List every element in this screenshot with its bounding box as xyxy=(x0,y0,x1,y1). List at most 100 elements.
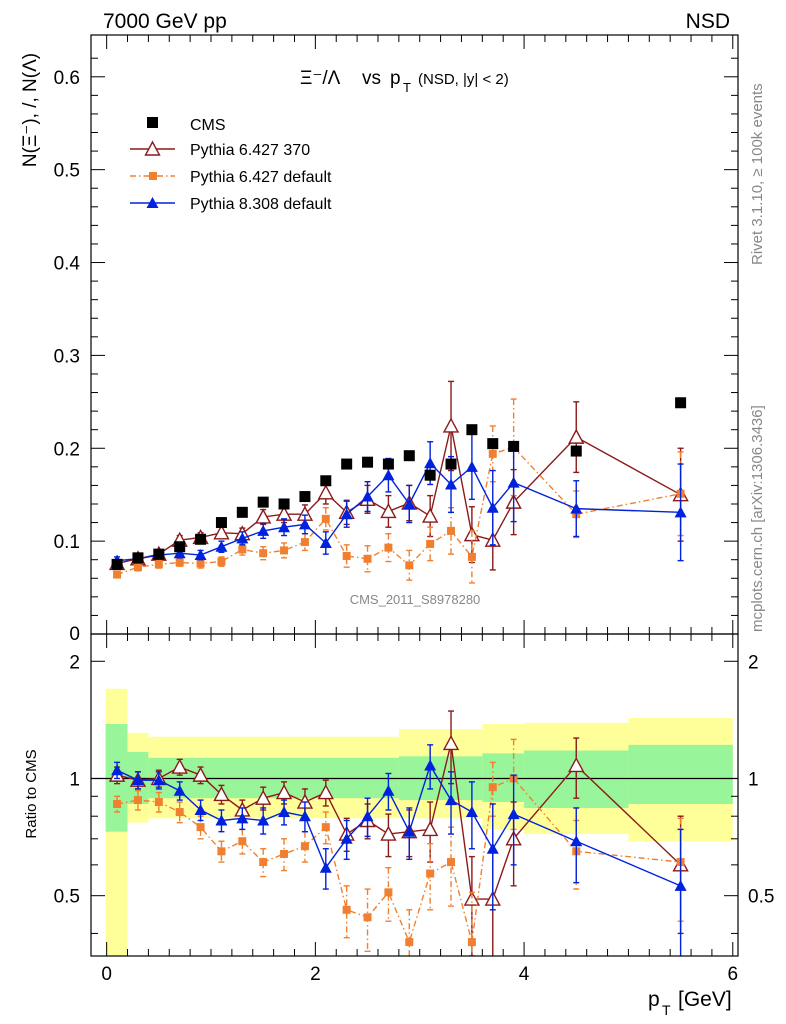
ratio-xtick-label: 2 xyxy=(310,964,321,985)
legend-label-cms: CMS xyxy=(190,117,226,134)
ratio-panel: 0.5 0.5 1 1 2 2 0 2 4 6 xyxy=(54,633,774,985)
ratio-point-py8 xyxy=(298,810,311,822)
legend-label-py370: Pythia 6.427 370 xyxy=(190,142,310,159)
main-ytick-label: 0.5 xyxy=(54,161,80,182)
main-point-py370 xyxy=(213,524,230,540)
ratio-point-py370 xyxy=(255,789,272,805)
main-point-pydef xyxy=(447,526,456,535)
ratio-point-py8 xyxy=(403,825,416,837)
svg-text:T: T xyxy=(662,1002,671,1018)
legend-label-py8: Pythia 8.308 default xyxy=(190,196,332,213)
main-line-py370 xyxy=(116,425,681,565)
main-point-py8 xyxy=(319,536,332,548)
ratio-band-inner xyxy=(482,753,525,803)
main-point-pydef xyxy=(363,554,372,563)
ratio-point-py8 xyxy=(131,774,144,786)
main-point-py8 xyxy=(257,524,270,536)
legend-marker-py8 xyxy=(146,197,159,208)
svg-text:p: p xyxy=(648,988,660,1011)
main-point-pydef xyxy=(280,546,289,555)
main-point-py370 xyxy=(442,417,460,433)
main-point-py8 xyxy=(465,460,478,472)
ratio-point-pydef xyxy=(133,796,142,805)
main-point-pydef xyxy=(113,570,122,579)
ratio-point-pydef xyxy=(300,842,309,851)
ratio-point-pydef xyxy=(280,849,289,858)
ratio-frame xyxy=(90,633,739,957)
ratio-point-pydef xyxy=(154,798,163,807)
ratio-point-py8 xyxy=(424,759,437,771)
main-point-pydef xyxy=(426,539,435,548)
ratio-point-pydef xyxy=(426,869,435,878)
ratio-xtick-label: 0 xyxy=(101,964,112,985)
ratio-point-py8 xyxy=(340,832,353,844)
main-ytick-label-zero: 0 xyxy=(69,624,80,645)
rivet-label: Rivet 3.1.10, ≥ 100k events xyxy=(749,83,766,265)
chart-title: Ξ⁻/Λ vs p T (NSD, |y| < 2) xyxy=(300,68,509,95)
main-point-py8 xyxy=(403,497,416,509)
main-ytick-label: 0.4 xyxy=(54,254,81,275)
title-p: p xyxy=(390,68,401,89)
ratio-point-pydef xyxy=(238,837,247,846)
main-ylabel: N(Ξ⁻), /, N(Λ) xyxy=(20,53,41,167)
ratio-point-py8 xyxy=(194,803,207,815)
ratio-point-py8 xyxy=(215,814,228,826)
main-point-cms xyxy=(215,517,227,529)
ratio-point-py370 xyxy=(171,758,188,774)
main-point-py370 xyxy=(380,502,397,519)
main-point-cms xyxy=(299,491,311,503)
legend-marker-cms xyxy=(147,117,158,128)
ratio-ytick-label-right: 2 xyxy=(748,652,759,673)
title-vs: vs xyxy=(362,68,381,89)
main-point-cms xyxy=(487,438,499,450)
main-point-cms xyxy=(236,506,248,518)
ratio-point-py8 xyxy=(257,814,270,826)
ratio-line-py8 xyxy=(116,763,681,887)
ratio-point-py370 xyxy=(421,820,439,837)
svg-text:[GeV]: [GeV] xyxy=(678,988,732,1011)
main-point-py8 xyxy=(445,478,458,490)
ratio-point-py8 xyxy=(173,784,186,796)
main-point-cms xyxy=(278,498,290,510)
main-point-py8 xyxy=(173,547,186,559)
main-point-pydef xyxy=(467,552,476,561)
ratio-point-pydef xyxy=(467,938,476,947)
ratio-line-py370 xyxy=(116,743,682,900)
ratio-point-pydef xyxy=(175,808,184,817)
ratio-point-pydef xyxy=(363,913,372,922)
main-point-cms xyxy=(508,440,520,452)
main-point-pydef xyxy=(300,538,309,547)
ratio-point-pydef xyxy=(196,823,205,832)
ratio-point-py370 xyxy=(192,766,209,782)
main-line-pydef xyxy=(116,446,681,576)
main-point-cms xyxy=(403,450,415,462)
main-point-cms xyxy=(675,397,687,409)
main-point-cms xyxy=(174,541,186,553)
ratio-point-py8 xyxy=(486,842,499,854)
ratio-ytick-label-right: 0.5 xyxy=(748,887,774,908)
main-point-cms xyxy=(570,445,582,457)
main-point-pydef xyxy=(196,559,205,568)
ratio-point-py370 xyxy=(463,890,481,906)
ratio-point-pydef xyxy=(342,905,351,914)
main-point-py8 xyxy=(382,469,395,481)
ratio-point-py8 xyxy=(382,784,395,796)
header-left: 7000 GeV pp xyxy=(103,10,227,33)
ratio-ytick-label: 1 xyxy=(69,769,80,790)
ratio-line-pydef xyxy=(116,777,681,945)
main-point-py8 xyxy=(340,508,353,520)
main-point-pydef xyxy=(133,563,142,572)
main-point-py370 xyxy=(317,484,334,500)
ratio-point-pydef xyxy=(447,858,456,867)
legend-marker-py370 xyxy=(144,140,161,156)
ratio-point-py8 xyxy=(445,794,458,806)
main-line-py8 xyxy=(117,461,681,562)
ratio-ylabel: Ratio to CMS xyxy=(23,749,40,838)
ratio-ytick-label: 0.5 xyxy=(54,887,80,908)
main-point-pydef xyxy=(405,561,414,570)
ratio-xtick-label: 6 xyxy=(727,964,738,985)
legend-label-pydef: Pythia 6.427 default xyxy=(190,169,332,186)
main-point-py8 xyxy=(570,502,583,514)
main-point-cms xyxy=(445,458,457,470)
